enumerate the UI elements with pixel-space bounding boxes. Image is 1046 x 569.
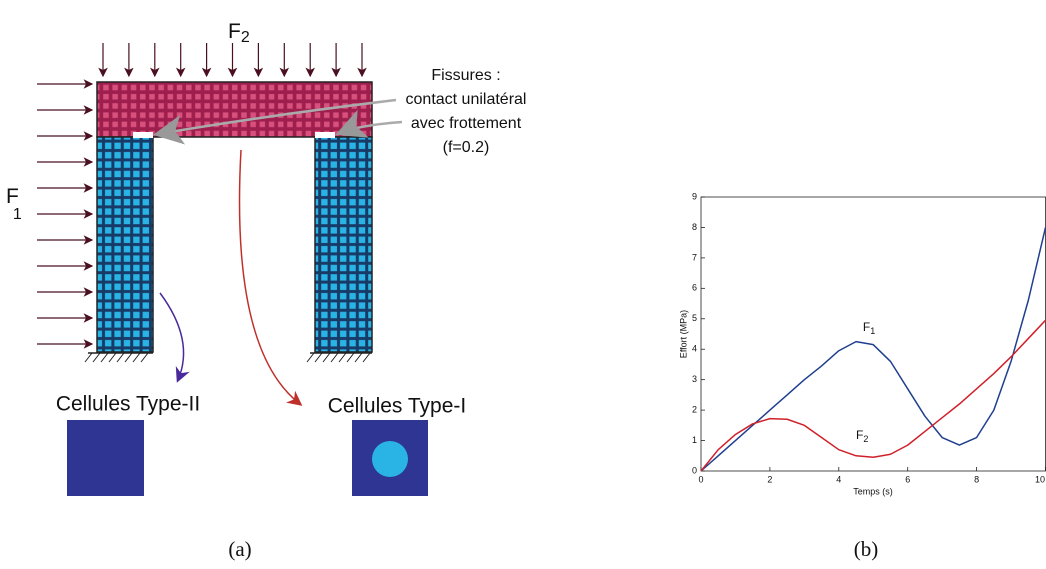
hatch [108,352,117,363]
cell-label: Cellules Type-II [56,393,200,416]
series-annotation: F1 [863,320,875,336]
series-line [700,227,1046,472]
annotation-symbol: F [863,320,870,334]
y-tick-label: 0 [692,465,697,475]
y-tick-label: 2 [692,404,697,414]
y-axis-title: Effort (MPa) [678,310,688,358]
x-axis-title: Temps (s) [853,486,893,496]
series-annotation: F2 [856,428,868,444]
hatch [322,352,331,363]
beam [96,81,373,138]
hatch [314,352,323,363]
hatch [362,352,371,363]
note-line: contact unilatéral [406,91,527,108]
series-line [700,319,1046,472]
crack [133,132,153,138]
hatch [124,352,133,363]
force-symbol: F [228,20,241,43]
crack [315,132,335,138]
x-tick-label: 2 [767,474,772,484]
hatch [84,352,93,363]
force-label: F2 [228,20,250,47]
curved-arrow [238,149,303,406]
hatch [354,352,363,363]
pointer-arrow [335,109,403,138]
annotation-index: 1 [870,326,875,336]
cell-square [67,420,144,496]
cell-label: Cellules Type-I [328,395,467,418]
x-tick-label: 0 [698,474,703,484]
annotation-symbol: F [856,428,863,442]
caption: (b) [854,537,879,561]
note-line: Fissures : [431,67,500,84]
hatch [116,352,125,363]
caption: (a) [228,537,251,561]
y-tick-label: 3 [692,374,697,384]
note-line: (f=0.2) [443,139,490,156]
y-tick-label: 6 [692,283,697,293]
hatch [92,352,101,363]
right-column [314,136,373,353]
note-line: avec frottement [411,115,522,132]
hatch [132,352,141,363]
hatch [330,352,339,363]
y-tick-label: 8 [692,222,697,232]
y-tick-label: 9 [692,191,697,201]
x-tick-label: 8 [974,474,979,484]
annotation-index: 2 [863,434,868,444]
chart: (b) Temps (s) Effort (MPa) 0 1 2 3 4 5 6 7 8 9 0 2 4… [678,191,1046,561]
force-index: 2 [241,29,250,46]
x-tick-label: 4 [836,474,841,484]
y-tick-label: 5 [692,313,697,323]
hatch [140,352,149,363]
y-tick-label: 1 [692,435,697,445]
hatch [338,352,347,363]
hatch [346,352,355,363]
inclusion [372,441,408,477]
hatch [306,352,315,363]
x-tick-label: 10 [1035,474,1045,484]
y-tick-label: 4 [692,344,697,354]
x-tick-label: 6 [905,474,910,484]
pointer-arrow [153,98,397,145]
force-index: 1 [13,206,22,223]
left-column [96,136,154,353]
y-tick-label: 7 [692,252,697,262]
hatch [100,352,109,363]
curved-arrow [159,292,190,383]
force-symbol: F [6,185,19,208]
